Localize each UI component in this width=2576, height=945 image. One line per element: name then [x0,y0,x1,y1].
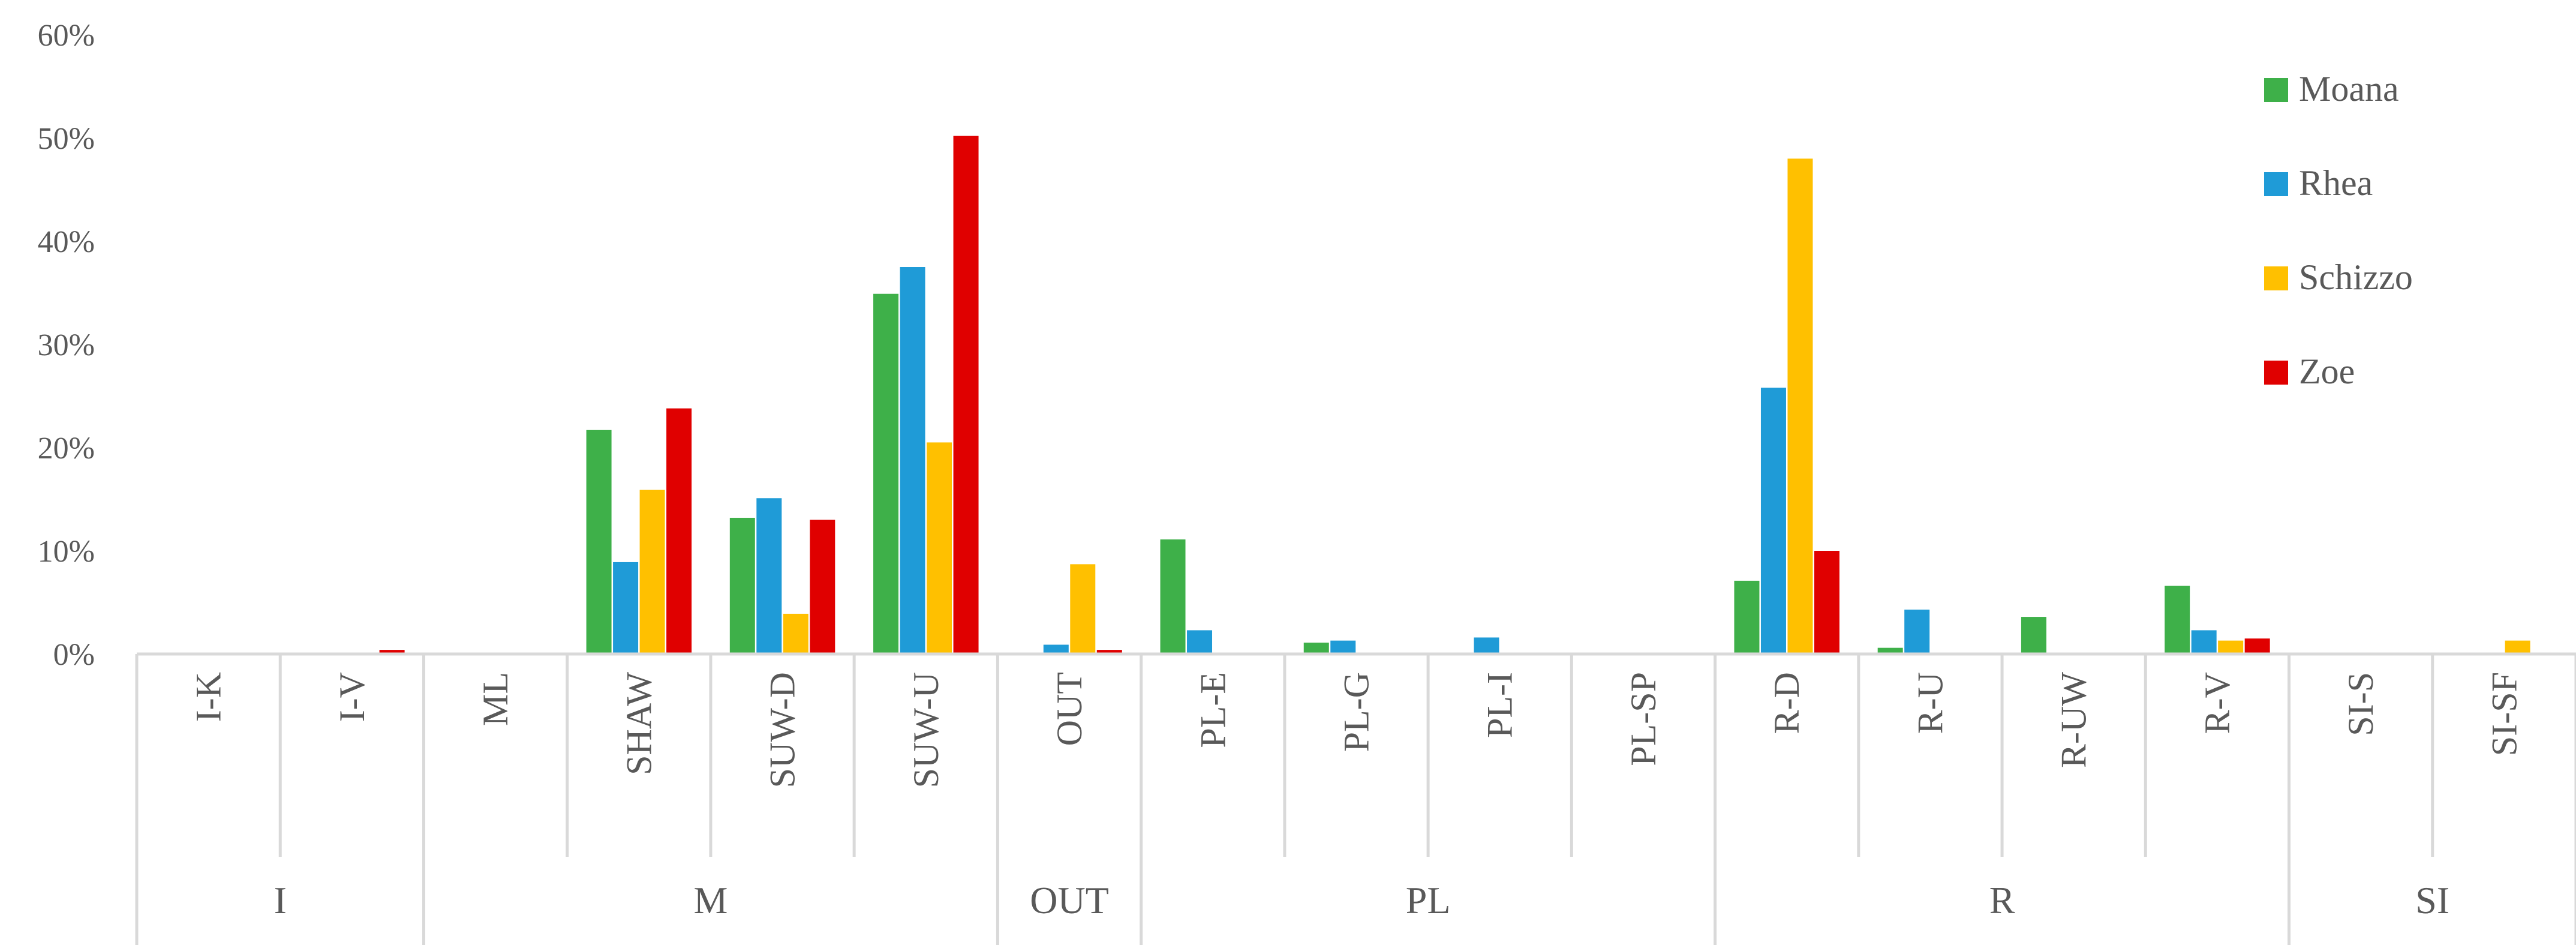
legend-label: Moana [2299,69,2399,109]
bar-zoe-shaw [666,408,692,654]
bar-moana-suw-u [873,293,899,655]
bar-schizzo-shaw [639,490,665,654]
y-tick-label: 60% [38,19,95,53]
x-tick-label: R-V [2198,672,2237,734]
legend-swatch-moana [2264,78,2288,102]
bar-moana-suw-d [729,517,755,654]
bar-rhea-r-d [1760,388,1786,654]
x-group-label: SI [2415,879,2449,922]
bar-moana-r-d [1734,580,1760,654]
bar-rhea-shaw [613,562,639,654]
x-tick-label: I-K [189,672,229,722]
x-group-label: M [693,879,728,922]
bar-rhea-r-v [2191,630,2217,654]
x-tick-label: I-V [332,672,372,722]
x-group-label: OUT [1030,879,1109,922]
bar-rhea-pl-g [1330,640,1356,654]
bar-moana-shaw [586,430,612,654]
legend-swatch-zoe [2264,361,2288,385]
x-tick-label: R-D [1767,672,1806,734]
x-tick-label: SHAW [619,672,659,775]
x-tick-label: R-UW [2054,672,2094,768]
bar-rhea-out [1043,644,1069,654]
x-tick-label: PL-I [1480,672,1520,738]
x-tick-label: SUW-U [906,672,946,788]
bar-schizzo-si-sf [2505,640,2530,654]
x-tick-label: SI-SF [2484,672,2524,756]
bar-zoe-suw-d [810,520,835,654]
y-tick-label: 0% [53,638,95,672]
bar-moana-pl-e [1160,539,1186,654]
y-tick-label: 40% [38,225,95,259]
y-tick-label: 50% [38,122,95,156]
x-tick-label: PL-G [1337,672,1376,752]
bar-zoe-r-d [1814,551,1839,654]
legend-label: Zoe [2299,352,2355,391]
bar-schizzo-r-v [2218,640,2244,654]
bar-zoe-out [1096,650,1122,654]
bar-schizzo-out [1070,564,1096,654]
bar-zoe-i-v [379,650,405,654]
x-group-label: I [274,879,287,922]
x-group-label: PL [1406,879,1451,922]
x-axis: I-K I-V ML SHAW SUW-D SUW-U OUT PL-E PL-G PL-I PL-… [135,652,2576,945]
bar-rhea-suw-u [900,267,925,654]
bar-rhea-pl-i [1474,637,1499,654]
bars [379,136,2530,655]
bar-moana-pl-g [1303,643,1329,654]
y-tick-label: 10% [38,535,95,569]
x-tick-label: ML [476,672,515,726]
bar-schizzo-suw-u [927,442,952,654]
x-tick-label: PL-SP [1624,672,1663,766]
bar-schizzo-suw-d [783,613,808,654]
x-group-label: R [1989,879,2015,922]
x-tick-label: SI-S [2341,672,2380,736]
legend-swatch-rhea [2264,172,2288,196]
y-tick-label: 20% [38,431,95,466]
bar-rhea-suw-d [756,498,782,654]
bar-moana-r-uw [2021,617,2046,654]
bar-moana-r-u [1877,647,1903,654]
x-tick-label: OUT [1050,672,1089,746]
bar-schizzo-r-d [1787,158,1813,654]
x-tick-label: SUW-D [763,672,802,788]
x-tick-label: PL-E [1193,672,1233,748]
legend-label: Schizzo [2299,257,2413,297]
bar-rhea-pl-e [1187,630,1213,654]
bar-moana-r-v [2165,586,2190,654]
legend: Moana Rhea Schizzo Zoe [2264,69,2413,391]
x-tick-label: R-U [1910,672,1950,734]
bar-zoe-r-v [2244,638,2270,654]
legend-swatch-schizzo [2264,266,2288,290]
bar-zoe-suw-u [953,136,979,654]
y-axis-ticks: 0% 10% 20% 30% 40% 50% 60% [38,19,95,672]
y-tick-label: 30% [38,328,95,362]
legend-label: Rhea [2299,163,2373,203]
bar-rhea-r-u [1904,610,1930,654]
